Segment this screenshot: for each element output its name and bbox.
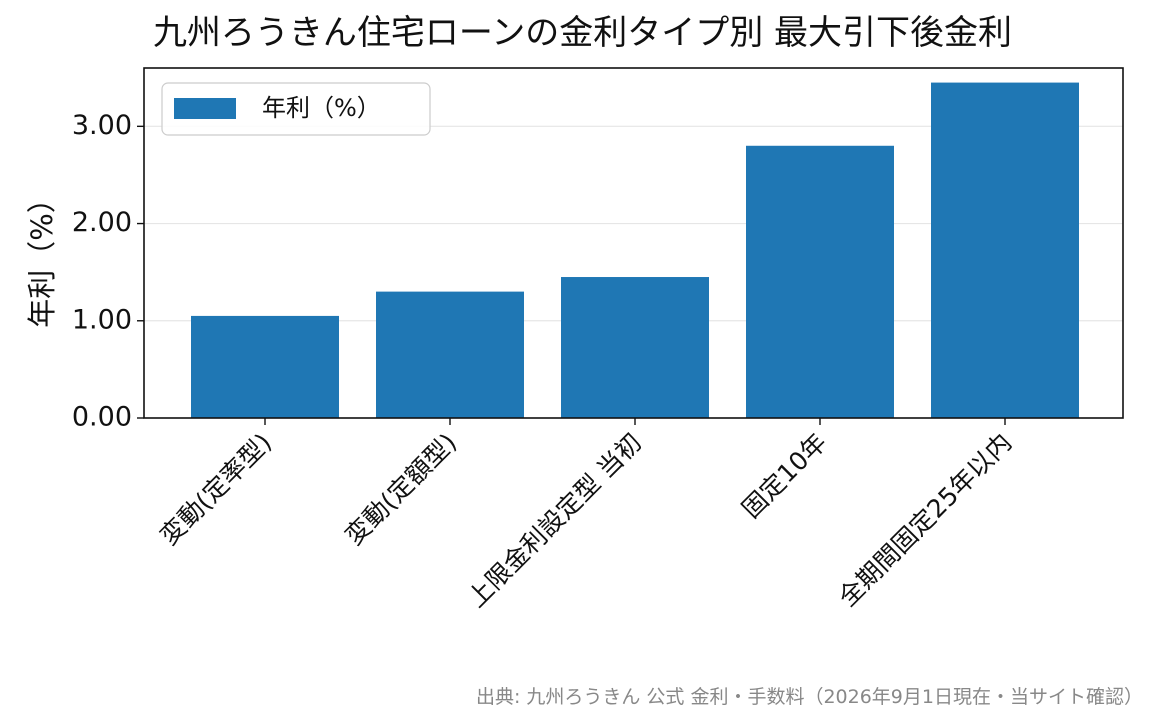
legend-label: 年利（%） (262, 94, 381, 122)
y-tick-label: 0.00 (72, 402, 132, 433)
x-tick-label: 全期間固定25年以内 (833, 428, 1017, 612)
bar (191, 315, 339, 418)
x-tick-label: 上限金利設定型 当初 (462, 428, 647, 613)
y-axis-label: 年利（%） (25, 184, 59, 328)
bars (191, 82, 1079, 418)
plot-area-frame (143, 67, 1124, 419)
y-tick-label: 3.00 (72, 110, 132, 141)
chart-title: 九州ろうきん住宅ローンの金利タイプ別 最大引下後金利 (152, 13, 1013, 53)
legend-swatch (174, 98, 236, 119)
y-tick-label: 2.00 (72, 207, 132, 238)
bar (561, 277, 709, 418)
x-tick-label: 変動(定額型) (340, 428, 463, 551)
x-tick-label: 固定10年 (736, 428, 832, 524)
bar (931, 82, 1079, 418)
y-tick-label: 1.00 (72, 304, 132, 335)
source-note: 出典: 九州ろうきん 公式 金利・手数料（2026年9月1日現在・当サイト確認） (475, 686, 1143, 708)
legend: 年利（%） (161, 82, 431, 136)
x-tick-label: 変動(定率型) (155, 428, 278, 551)
bar (376, 291, 524, 418)
legend-frame (161, 82, 431, 136)
bar (746, 145, 894, 418)
